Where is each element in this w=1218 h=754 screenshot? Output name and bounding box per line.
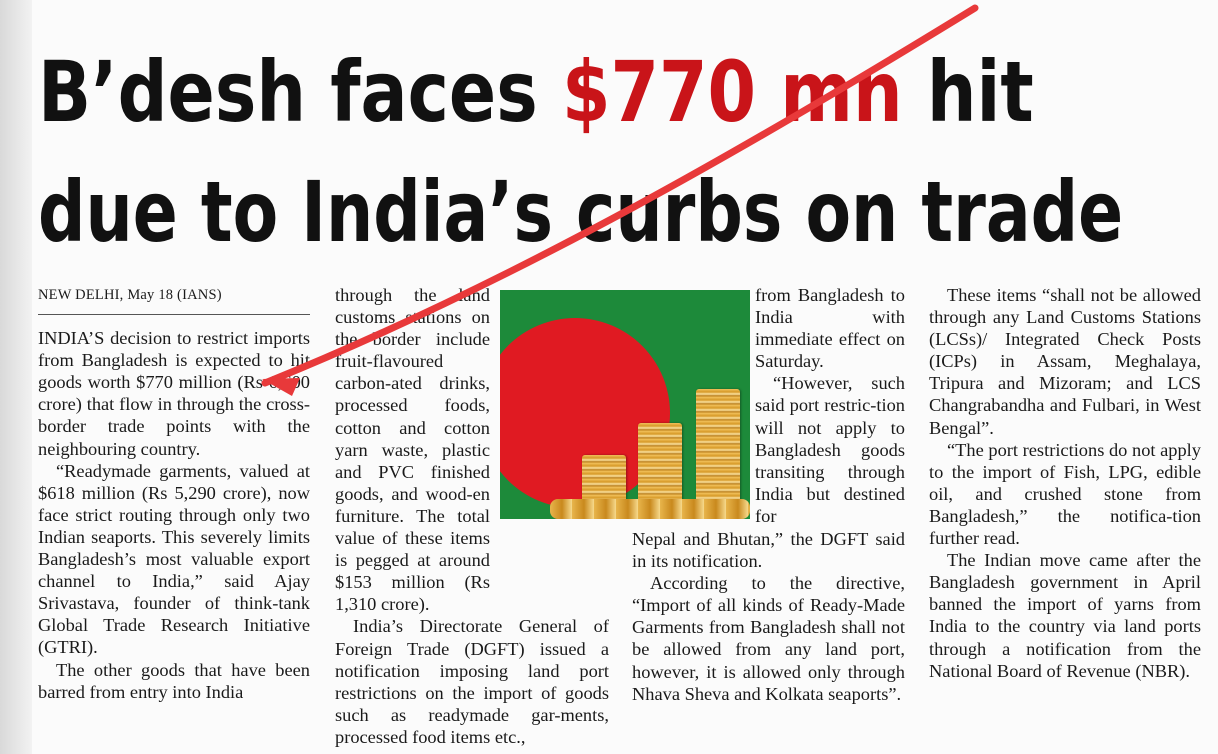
paragraph: “However, such said port restric-tion wi…	[755, 373, 905, 526]
coins-flag-photo	[500, 290, 750, 519]
article-column-3-bottom: Nepal and Bhutan,” the DGFT said in its …	[632, 528, 905, 705]
coin-stack	[696, 389, 740, 515]
headline-highlight-amount: $770 mn	[561, 43, 903, 141]
paragraph: The Indian move came after the Banglades…	[929, 550, 1201, 681]
paragraph: The other goods that have been barred fr…	[38, 659, 310, 702]
paragraph: “Readymade garments, valued at $618 mill…	[38, 460, 310, 658]
paragraph: According to the directive, “Import of a…	[632, 573, 905, 704]
paragraph: India’s Directorate General of Foreign T…	[335, 616, 609, 747]
paragraph: “The port restrictions do not apply to t…	[929, 439, 1201, 549]
article-column-4: These items “shall not be allowed throug…	[929, 284, 1201, 682]
paragraph: INDIA’S decision to restrict imports fro…	[38, 328, 310, 459]
headline-line-2: due to India’s curbs on trade	[38, 163, 1124, 261]
scattered-coins	[550, 499, 750, 519]
headline-text-after: hit	[902, 43, 1034, 141]
headline-line-1: B’desh faces $770 mn hit	[38, 50, 1034, 134]
paragraph: Nepal and Bhutan,” the DGFT said in its …	[632, 529, 905, 572]
paragraph: from Bangladesh to India with immediate …	[755, 285, 905, 372]
dateline: NEW DELHI, May 18 (IANS)	[38, 284, 310, 316]
article-column-3-top: from Bangladesh to India with immediate …	[755, 284, 905, 527]
headline-text-before: B’desh faces	[38, 43, 562, 141]
page-edge-shadow	[0, 0, 32, 754]
paragraph: through the land customs stations on the…	[335, 285, 490, 615]
paragraph: These items “shall not be allowed throug…	[929, 285, 1201, 438]
article-column-1: NEW DELHI, May 18 (IANS) INDIA’S decisio…	[38, 284, 310, 703]
